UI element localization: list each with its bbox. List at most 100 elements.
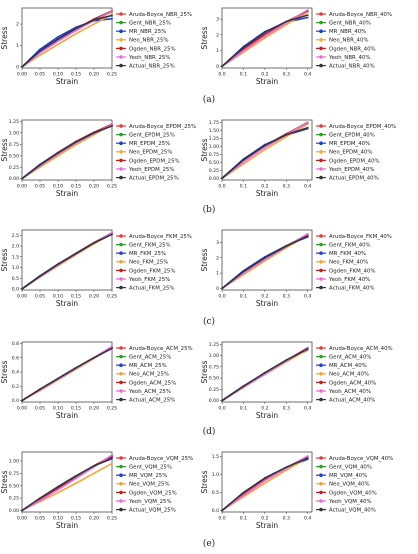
- legend-marker: [319, 29, 323, 33]
- data-point-yeoh: [111, 454, 113, 456]
- legend-entry: Aruda-Boyce_FKM_25%: [129, 234, 192, 240]
- legend-marker: [319, 464, 323, 469]
- x-axis-label: Strain: [56, 521, 78, 530]
- legend-marker: [319, 499, 323, 503]
- y-tick-label: 0.0: [212, 508, 219, 514]
- legend-marker: [319, 234, 323, 238]
- legend-entry: Yeoh_FKM_25%: [128, 277, 170, 283]
- legend-entry: Actual_FKM_25%: [129, 286, 175, 292]
- legend-marker: [119, 63, 123, 68]
- data-point-actual: [242, 270, 245, 273]
- legend-marker: [319, 167, 323, 171]
- legend-marker: [119, 132, 123, 137]
- legend-marker: [119, 397, 123, 402]
- data-point-actual: [285, 359, 288, 361]
- y-tick-label: 0: [216, 64, 219, 70]
- y-tick-label: 0.25: [209, 387, 219, 393]
- data-point-actual: [75, 252, 77, 255]
- legend-entry: Neo_VQM_40%: [329, 482, 370, 488]
- legend-entry: Neo_ACM_40%: [329, 372, 369, 378]
- x-tick-label: 0.20: [89, 294, 99, 300]
- data-point-yeoh: [306, 121, 309, 124]
- y-tick-label: 2: [16, 22, 19, 28]
- data-point-actual: [39, 388, 41, 391]
- legend-entry: Ogden_FKM_25%: [129, 268, 175, 274]
- x-tick-label: 0.25: [107, 294, 117, 300]
- legend-entry: Gent_FKM_25%: [129, 243, 171, 249]
- y-tick-label: 1.5: [12, 254, 19, 260]
- x-tick-label: 0.1: [240, 516, 247, 522]
- data-point-actual: [93, 241, 95, 244]
- legend-marker: [319, 372, 323, 376]
- legend-marker: [119, 260, 123, 264]
- x-tick-label: 0.1: [240, 294, 247, 300]
- legend-entry: MR_FKM_25%: [129, 251, 166, 257]
- data-point-yeoh: [111, 10, 113, 13]
- legend-marker: [319, 158, 323, 163]
- data-point-actual: [21, 509, 23, 512]
- legend-marker: [319, 38, 323, 42]
- y-axis-label: Stress: [200, 26, 209, 49]
- y-tick-label: 1.0: [212, 472, 219, 478]
- legend-entry: MR_NBR_25%: [129, 29, 166, 35]
- x-tick-label: 0.2: [261, 294, 268, 300]
- x-tick-label: 0.0: [218, 406, 225, 412]
- x-tick-label: 0.00: [17, 516, 27, 522]
- legend-marker: [119, 456, 123, 460]
- legend-entry: Yeoh_ACM_40%: [328, 389, 371, 395]
- legend-entry: Neo_VQM_25%: [129, 482, 170, 488]
- data-point-actual: [285, 20, 288, 23]
- x-tick-label: 0.20: [89, 72, 99, 78]
- legend-marker: [319, 141, 323, 145]
- y-tick-label: 3: [216, 17, 219, 23]
- x-tick-label: 0.0: [218, 516, 225, 522]
- legend-entry: Aruda-Boyce_VQM_40%: [329, 456, 393, 462]
- data-point-actual: [306, 235, 309, 238]
- legend-marker: [119, 55, 123, 59]
- y-tick-label: 3: [216, 240, 219, 246]
- data-point-yeoh: [57, 40, 59, 43]
- legend-marker: [119, 363, 123, 368]
- data-point-actual: [285, 245, 288, 248]
- legend-marker: [319, 363, 323, 368]
- x-tick-label: 0.00: [17, 72, 27, 78]
- data-point-actual: [111, 347, 113, 350]
- legend-entry: Neo_EPDM_40%: [329, 150, 372, 156]
- x-tick-label: 0.1: [240, 184, 247, 190]
- legend-marker: [119, 490, 123, 495]
- legend-entry: Ogden_EPDM_25%: [129, 158, 180, 164]
- data-point-actual: [111, 125, 113, 127]
- series-line-actual: [21, 233, 113, 290]
- legend-entry: Aruda-Boyce_EPDM_25%: [129, 124, 196, 130]
- series-line-neo: [21, 13, 113, 68]
- y-tick-label: 2: [216, 255, 219, 261]
- legend-marker: [119, 380, 123, 385]
- y-tick-label: 0.5: [212, 490, 219, 496]
- data-point-actual: [242, 46, 245, 49]
- legend-marker: [119, 499, 123, 503]
- series-line-actual: [21, 14, 113, 68]
- legend-marker: [319, 260, 323, 264]
- x-tick-label: 0.15: [71, 406, 81, 412]
- legend-marker: [319, 150, 323, 154]
- y-axis-label: Stress: [200, 360, 209, 383]
- data-point-actual: [111, 457, 113, 460]
- y-tick-label: 1.00: [9, 130, 19, 136]
- data-point-mr: [306, 16, 309, 19]
- y-tick-label: 1.25: [209, 342, 219, 348]
- y-axis-label: Stress: [0, 360, 9, 383]
- y-tick-label: 1.5: [212, 454, 219, 460]
- legend-marker: [119, 464, 123, 469]
- legend-entry: Aruda-Boyce_VQM_25%: [129, 456, 193, 462]
- legend-marker: [119, 150, 123, 154]
- x-tick-label: 0.00: [17, 406, 27, 412]
- x-tick-label: 0.3: [283, 406, 290, 412]
- x-tick-label: 0.2: [261, 516, 268, 522]
- y-tick-label: 0.5: [12, 276, 19, 282]
- data-point-yeoh: [306, 8, 309, 11]
- data-point-actual: [242, 385, 245, 388]
- data-point-neo: [75, 32, 77, 35]
- legend-marker: [319, 389, 323, 393]
- x-axis-label: Strain: [56, 189, 78, 198]
